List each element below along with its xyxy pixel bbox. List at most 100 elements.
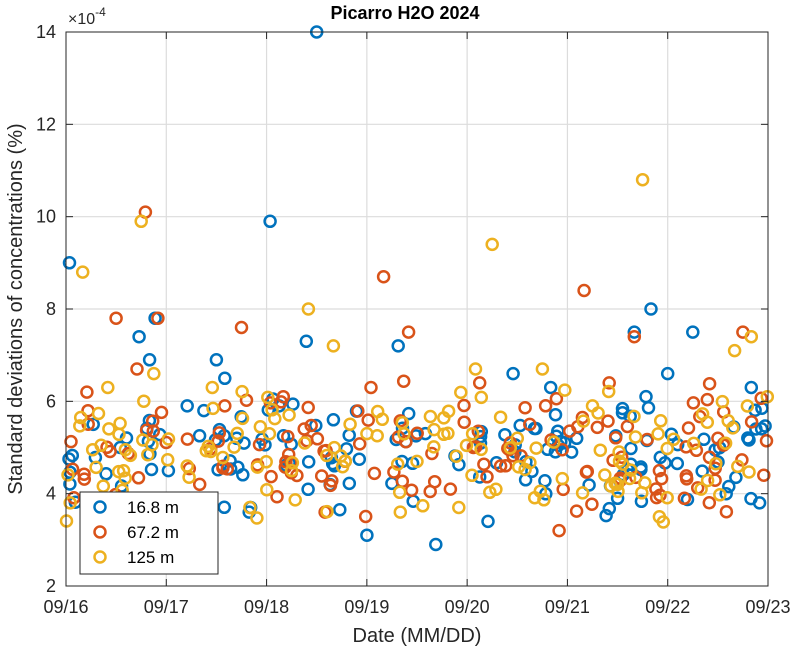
data-point (217, 500, 232, 515)
data-point (615, 406, 630, 420)
data-point (719, 486, 733, 501)
data-point (360, 426, 374, 441)
data-point (740, 399, 755, 413)
data-points (59, 25, 775, 552)
data-point (61, 468, 75, 482)
data-point (602, 501, 617, 516)
data-point (358, 509, 373, 524)
data-point (123, 448, 138, 463)
data-point (276, 389, 291, 404)
data-point (284, 463, 299, 478)
data-point (759, 434, 774, 448)
data-point (73, 410, 88, 425)
data-point (281, 429, 295, 444)
data-point (151, 311, 165, 325)
data-point (81, 417, 95, 431)
y-tick-label: 2 (46, 576, 56, 596)
data-point (518, 400, 532, 415)
data-point (652, 463, 667, 478)
data-point (465, 426, 480, 441)
data-point (397, 427, 411, 441)
data-point (615, 401, 630, 416)
data-point (301, 400, 315, 415)
data-point (660, 366, 675, 381)
data-point (624, 441, 638, 456)
data-point (391, 339, 405, 353)
data-point (218, 399, 232, 413)
data-point (498, 459, 513, 473)
data-point (681, 421, 696, 435)
data-point (390, 457, 405, 471)
data-point (719, 504, 734, 519)
data-point (235, 384, 249, 399)
data-point (641, 401, 656, 415)
data-point (511, 460, 526, 474)
data-point (180, 459, 194, 473)
data-point (660, 441, 674, 456)
data-point (180, 432, 195, 446)
data-point (301, 455, 316, 469)
data-point (729, 470, 743, 485)
data-point (731, 459, 745, 474)
data-point (94, 438, 108, 453)
data-point (113, 416, 127, 431)
data-point (145, 414, 160, 428)
data-point (227, 440, 241, 454)
data-point (259, 455, 273, 469)
y-tick-label: 12 (36, 114, 56, 134)
data-point (715, 394, 730, 409)
data-point (760, 389, 775, 404)
data-point (134, 214, 148, 229)
data-point (741, 431, 755, 445)
data-point (288, 493, 302, 507)
data-point (352, 437, 367, 451)
data-point (234, 320, 249, 335)
data-point (474, 442, 488, 457)
data-point (702, 496, 717, 510)
x-tick-labels: 09/16 09/17 09/18 09/19 09/20 09/21 09/22 09/23 (43, 597, 790, 617)
data-point (401, 325, 416, 339)
data-point (543, 380, 558, 395)
y-tick-labels: 2 4 6 8 10 12 14 (36, 22, 56, 596)
data-point (393, 414, 408, 428)
data-point (651, 427, 665, 441)
data-point (310, 432, 325, 446)
data-point (627, 325, 642, 339)
data-point (333, 502, 347, 517)
data-point (523, 417, 537, 432)
data-point (101, 380, 115, 395)
data-point (700, 473, 715, 488)
x-tick-label: 09/16 (43, 597, 88, 617)
data-point (399, 434, 413, 449)
data-point (230, 426, 244, 441)
data-point (679, 469, 694, 483)
data-point (608, 431, 623, 445)
data-point (612, 454, 627, 468)
y-tick-label: 14 (36, 22, 56, 42)
data-point (585, 399, 600, 413)
legend-marker-125m (93, 550, 107, 564)
data-point (677, 491, 692, 506)
data-point (282, 408, 296, 422)
data-point (576, 414, 591, 428)
data-point (660, 490, 674, 505)
data-point (686, 436, 701, 451)
data-point (300, 433, 314, 448)
data-point (465, 468, 479, 483)
data-point (352, 452, 367, 466)
legend-marker-67-2m (93, 525, 107, 539)
data-point (533, 484, 548, 498)
data-point (260, 482, 274, 497)
data-point (612, 445, 626, 459)
data-point (666, 432, 681, 447)
data-point (529, 441, 543, 455)
data-point (624, 463, 638, 477)
x-axis-label: Date (MM/DD) (353, 625, 482, 647)
data-point (262, 426, 277, 441)
data-point (427, 440, 441, 454)
data-point (301, 482, 315, 497)
data-point (154, 405, 169, 420)
data-point (754, 422, 769, 436)
data-point (757, 468, 771, 482)
y-tick-label: 10 (36, 207, 56, 227)
